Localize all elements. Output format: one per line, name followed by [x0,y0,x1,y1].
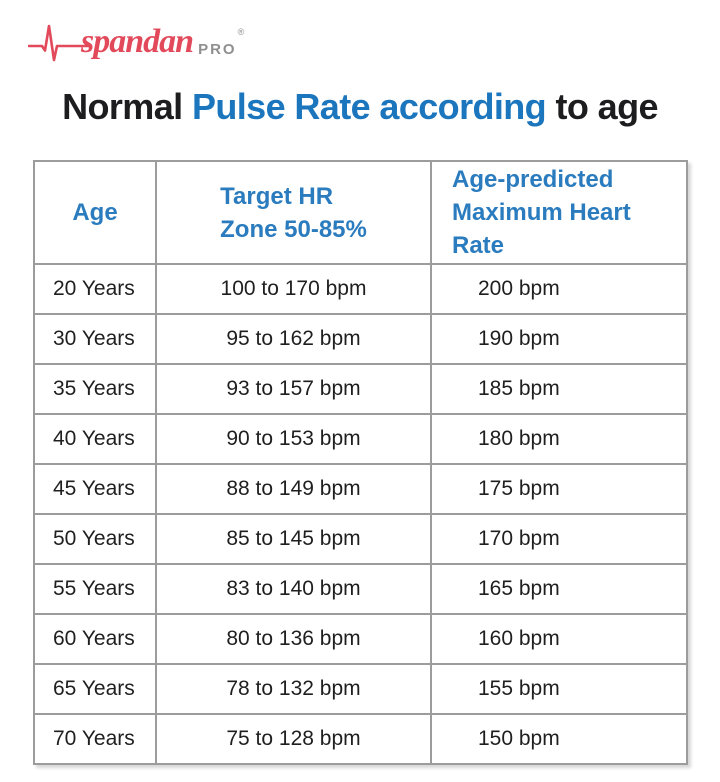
target-hr-cell: 100 to 170 bpm [155,263,432,315]
table-header-row: Age Target HR Zone 50-85% Age-predicted … [33,160,688,265]
target-hr-cell: 78 to 132 bpm [155,663,432,715]
age-cell: 40 Years [33,413,157,465]
table-row: 60 Years 80 to 136 bpm 160 bpm [33,613,688,665]
brand-name: spandan [81,23,194,60]
page-title: Normal Pulse Rate according to age [0,84,720,130]
max-hr-cell: 150 bpm [430,713,688,765]
target-hr-line2: Zone 50-85% [220,215,367,243]
target-hr-cell: 88 to 149 bpm [155,463,432,515]
table-row: 35 Years 93 to 157 bpm 185 bpm [33,363,688,415]
age-cell: 70 Years [33,713,157,765]
col-header-max-hr: Age-predicted Maximum Heart Rate [430,160,688,265]
col-header-target-hr-lines: Target HR Zone 50-85% [220,180,367,246]
target-hr-cell: 90 to 153 bpm [155,413,432,465]
registered-mark-icon: ® [237,27,245,37]
pulse-rate-table: Age Target HR Zone 50-85% Age-predicted … [33,160,688,765]
col-header-target-hr: Target HR Zone 50-85% [155,160,432,265]
brand-logo: spandan PRO ® [28,18,244,66]
max-hr-cell: 190 bpm [430,313,688,365]
table-row: 50 Years 85 to 145 bpm 170 bpm [33,513,688,565]
target-hr-cell: 80 to 136 bpm [155,613,432,665]
table-row: 30 Years 95 to 162 bpm 190 bpm [33,313,688,365]
target-hr-cell: 83 to 140 bpm [155,563,432,615]
age-cell: 50 Years [33,513,157,565]
target-hr-cell: 85 to 145 bpm [155,513,432,565]
title-part1: Normal [62,86,192,127]
target-hr-cell: 93 to 157 bpm [155,363,432,415]
age-cell: 35 Years [33,363,157,415]
age-cell: 20 Years [33,263,157,315]
max-hr-cell: 170 bpm [430,513,688,565]
age-cell: 60 Years [33,613,157,665]
table-body: 20 Years 100 to 170 bpm 200 bpm 30 Years 95 … [33,263,688,765]
age-cell: 65 Years [33,663,157,715]
table-row: 70 Years 75 to 128 bpm 150 bpm [33,713,688,765]
table-row: 45 Years 88 to 149 bpm 175 bpm [33,463,688,515]
table-row: 65 Years 78 to 132 bpm 155 bpm [33,663,688,715]
max-hr-cell: 175 bpm [430,463,688,515]
title-part2: to age [546,86,658,127]
target-hr-cell: 95 to 162 bpm [155,313,432,365]
max-hr-cell: 185 bpm [430,363,688,415]
target-hr-cell: 75 to 128 bpm [155,713,432,765]
age-cell: 55 Years [33,563,157,615]
max-hr-line1: Age-predicted [452,166,614,193]
ecg-pulse-icon [28,24,90,62]
brand-suffix: PRO [198,41,237,58]
max-hr-cell: 155 bpm [430,663,688,715]
max-hr-cell: 180 bpm [430,413,688,465]
max-hr-cell: 165 bpm [430,563,688,615]
age-cell: 45 Years [33,463,157,515]
max-hr-cell: 160 bpm [430,613,688,665]
table-row: 20 Years 100 to 170 bpm 200 bpm [33,263,688,315]
title-highlight: Pulse Rate according [191,86,547,127]
table-row: 55 Years 83 to 140 bpm 165 bpm [33,563,688,615]
age-cell: 30 Years [33,313,157,365]
col-header-age: Age [33,160,157,265]
target-hr-line1: Target HR [220,182,334,210]
table-row: 40 Years 90 to 153 bpm 180 bpm [33,413,688,465]
max-hr-line2: Maximum Heart Rate [452,199,631,259]
max-hr-cell: 200 bpm [430,263,688,315]
